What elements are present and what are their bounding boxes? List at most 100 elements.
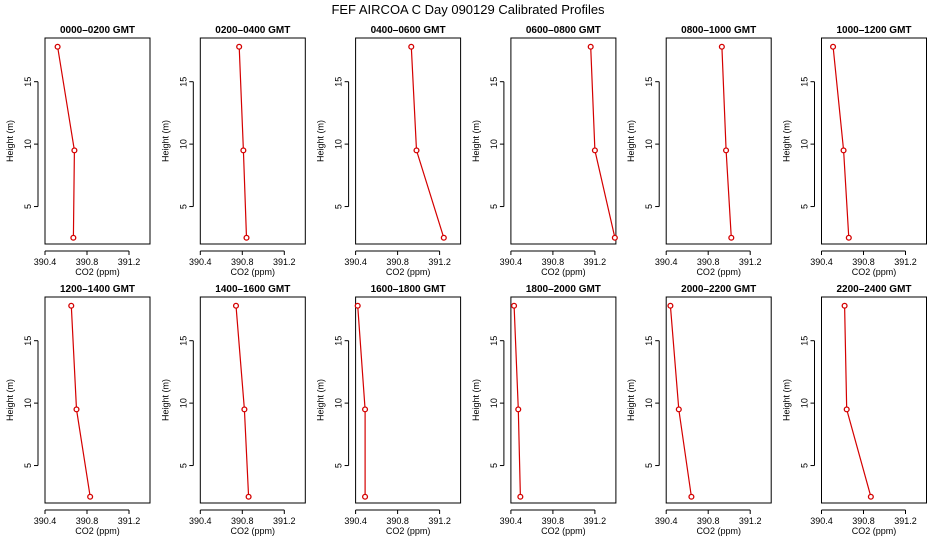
x-tick-label: 390.8 [231, 257, 254, 267]
profile-point [241, 406, 248, 413]
x-axis-label: CO2 (ppm) [696, 267, 741, 277]
profile-point [408, 43, 415, 50]
x-tick-label: 391.2 [273, 516, 296, 526]
x-axis-label: CO2 (ppm) [541, 526, 586, 536]
plot-frame [665, 296, 772, 504]
x-tick-label: 390.4 [655, 257, 678, 267]
x-tick-label: 390.4 [34, 257, 57, 267]
y-tick-label: 15 [644, 336, 654, 346]
y-axis-label: Height (m) [160, 120, 170, 162]
plot-frame [821, 37, 927, 245]
profile-line [235, 305, 250, 497]
panel-title: 0800–1000 GMT [681, 25, 756, 36]
x-tick-label: 390.4 [189, 257, 212, 267]
x-axis-label: CO2 (ppm) [75, 267, 120, 277]
y-tick-label: 15 [800, 77, 810, 87]
y-axis-label: Height (m) [5, 379, 15, 421]
plot-frame [199, 37, 306, 245]
y-tick-label: 5 [644, 463, 654, 468]
panel-title: 0200–0400 GMT [215, 25, 290, 36]
x-axis-label: CO2 (ppm) [386, 526, 431, 536]
x-tick-label: 390.8 [852, 516, 875, 526]
y-tick-label: 10 [489, 139, 499, 149]
profile-point [722, 147, 730, 154]
x-tick-label: 390.8 [697, 516, 720, 526]
profile-line [669, 305, 692, 497]
y-tick-label: 15 [23, 77, 33, 87]
x-tick-label: 391.2 [584, 516, 607, 526]
profile-point [718, 43, 725, 50]
profile-point [361, 406, 369, 413]
y-tick-label: 10 [489, 398, 499, 408]
x-tick-label: 390.4 [810, 257, 833, 267]
plot-frame [665, 37, 772, 245]
y-tick-label: 5 [334, 204, 344, 209]
x-tick-label: 390.8 [386, 516, 409, 526]
profile-point [867, 493, 874, 500]
profile-line [57, 46, 76, 238]
profile-point [667, 302, 674, 309]
panel-title: 2200–2400 GMT [836, 284, 911, 295]
profile-point [413, 147, 420, 154]
profile-point [510, 302, 518, 309]
y-axis-label: Height (m) [5, 120, 15, 162]
profile-line [844, 305, 872, 497]
profile-line [832, 46, 850, 238]
y-axis-label: Height (m) [471, 379, 481, 421]
profile-point [840, 147, 847, 154]
y-tick-label: 10 [800, 398, 810, 408]
panel-title: 1400–1600 GMT [215, 284, 290, 295]
y-tick-label: 5 [644, 204, 654, 209]
panel-title: 0600–0800 GMT [526, 25, 601, 36]
plot-frame [355, 296, 462, 504]
profile-point [361, 493, 369, 500]
x-tick-label: 391.2 [428, 257, 451, 267]
profile-point [841, 302, 848, 309]
y-tick-label: 5 [178, 463, 188, 468]
profile-point [240, 147, 247, 154]
y-tick-label: 10 [644, 398, 654, 408]
plot-frame [44, 37, 151, 245]
profile-line [410, 46, 445, 238]
y-tick-label: 10 [334, 398, 344, 408]
profile-line [238, 46, 248, 238]
y-tick-label: 10 [644, 139, 654, 149]
profile-line [357, 305, 366, 497]
y-tick-label: 15 [489, 77, 499, 87]
profile-line [721, 46, 732, 238]
plot-frame [44, 296, 151, 504]
y-tick-label: 15 [334, 336, 344, 346]
x-tick-label: 390.4 [655, 516, 678, 526]
x-tick-label: 391.2 [273, 257, 296, 267]
x-axis-label: CO2 (ppm) [541, 267, 586, 277]
x-tick-label: 390.8 [231, 516, 254, 526]
panel-title: 1800–2000 GMT [526, 284, 601, 295]
profile-point [245, 493, 252, 500]
figure-title: FEF AIRCOA C Day 090129 Calibrated Profi… [331, 2, 605, 17]
panel-title: 1600–1800 GMT [371, 284, 446, 295]
profile-point [232, 302, 240, 309]
x-tick-label: 390.8 [76, 516, 99, 526]
y-tick-label: 15 [178, 336, 188, 346]
profile-point [829, 43, 837, 50]
profile-point [591, 147, 598, 154]
x-tick-label: 390.8 [542, 516, 565, 526]
profile-point [54, 43, 61, 50]
y-axis-label: Height (m) [316, 379, 326, 421]
profile-point [73, 406, 80, 413]
y-axis-label: Height (m) [316, 120, 326, 162]
y-tick-label: 15 [489, 336, 499, 346]
x-tick-label: 390.4 [500, 257, 523, 267]
x-tick-label: 391.2 [739, 516, 762, 526]
profile-point [675, 406, 682, 413]
x-tick-label: 391.2 [118, 516, 141, 526]
